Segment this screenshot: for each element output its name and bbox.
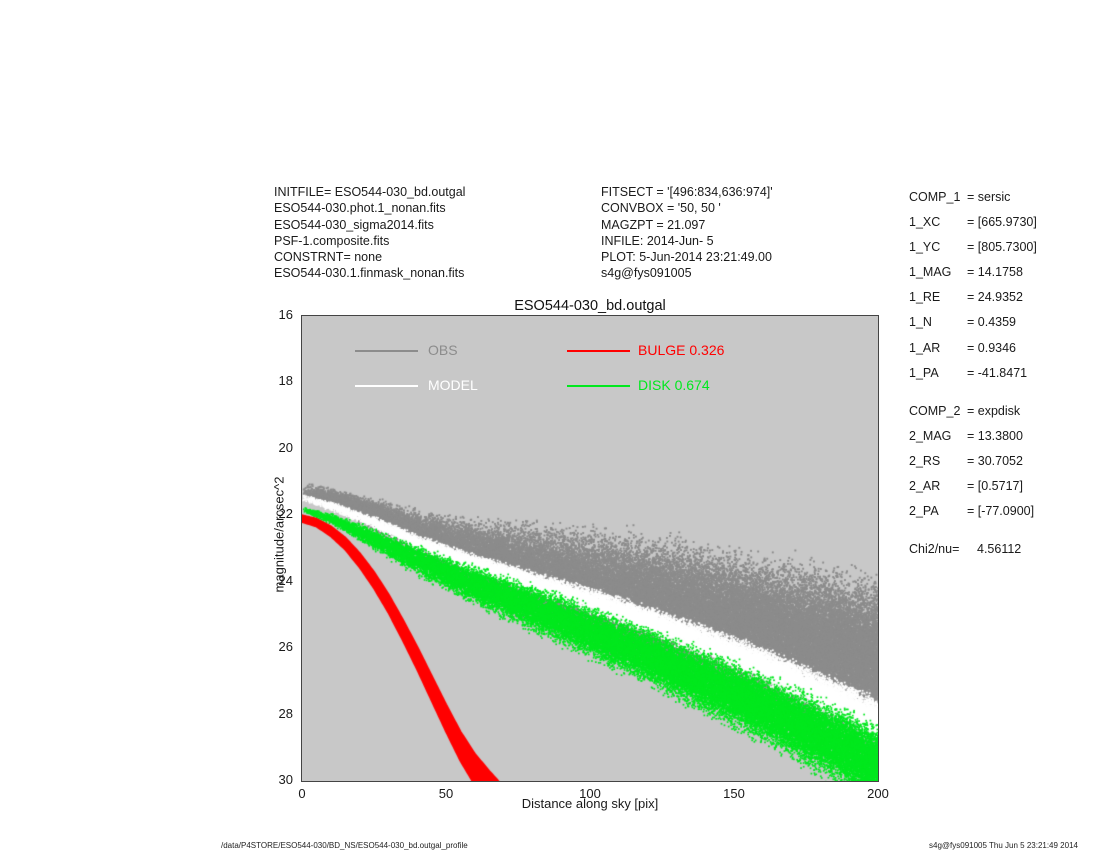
header-line: FITSECT = '[496:834,636:974]' — [601, 185, 773, 199]
param-group-spacer — [909, 391, 1037, 404]
param-key: Chi2/nu= — [909, 542, 960, 557]
footer-timestamp: s4g@fys091005 Thu Jun 5 23:21:49 2014 — [929, 841, 1078, 850]
param-value: = 0.9346 — [967, 340, 1017, 355]
y-tick-label: 18 — [278, 373, 293, 389]
x-tick-label: 200 — [867, 786, 889, 801]
header-line: CONSTRNT= none — [274, 250, 383, 265]
param-row-2-ar: 2_AR = [0.5717] — [909, 479, 1037, 504]
param-key: 2_RS — [909, 453, 941, 468]
param-value: = 30.7052 — [967, 453, 1023, 468]
param-row-comp2: COMP_2 = expdisk — [909, 404, 1037, 429]
param-key: 1_YC — [909, 240, 941, 255]
param-key: 1_N — [909, 315, 932, 330]
param-row-1-xc: 1_XC = [665.9730] — [909, 215, 1037, 240]
param-row-2-mag: 2_MAG = 13.3800 — [909, 429, 1037, 454]
header-line: CONVBOX = '50, 50 ' — [601, 201, 721, 216]
x-tick-label: 100 — [579, 786, 601, 801]
x-tick-label: 0 — [298, 786, 306, 801]
param-row-2-rs: 2_RS = 30.7052 — [909, 454, 1037, 479]
param-key: 2_PA — [909, 504, 939, 519]
legend-label-bulge: BULGE 0.326 — [638, 342, 725, 358]
param-row-1-yc: 1_YC = [805.7300] — [909, 240, 1037, 265]
scatter-canvas — [302, 316, 878, 781]
param-key: COMP_2 — [909, 403, 961, 418]
legend-label-disk: DISK 0.674 — [638, 377, 710, 393]
param-value: = expdisk — [967, 403, 1021, 418]
param-value: 4.56112 — [977, 542, 1022, 557]
param-row-1-pa: 1_PA = -41.8471 — [909, 366, 1037, 391]
param-value: = [0.5717] — [967, 479, 1023, 494]
param-group-spacer — [909, 529, 1037, 542]
param-row-1-ar: 1_AR = 0.9346 — [909, 341, 1037, 366]
param-key: COMP_1 — [909, 190, 961, 204]
legend-label-obs: OBS — [428, 342, 458, 358]
y-tick-label: 26 — [278, 639, 293, 655]
header-left-column: INITFILE= ESO544-030_bd.outgal ESO544-03… — [274, 184, 465, 282]
param-value: = sersic — [967, 190, 1011, 204]
param-key: 1_RE — [909, 290, 941, 305]
y-tick-label: 28 — [278, 705, 293, 721]
legend-label-model: MODEL — [428, 377, 478, 393]
param-value: = 14.1758 — [967, 265, 1023, 280]
param-value: = [-77.0900] — [967, 504, 1035, 519]
param-value: = 24.9352 — [967, 290, 1023, 305]
param-key: 2_AR — [909, 479, 941, 494]
header-line: INITFILE= ESO544-030_bd.outgal — [274, 185, 466, 199]
param-value: = -41.8471 — [967, 365, 1028, 380]
legend-swatch-bulge — [567, 350, 630, 352]
header-line: ESO544-030_sigma2014.fits — [274, 217, 434, 232]
param-value: = 13.3800 — [967, 428, 1023, 443]
header-line: ESO544-030.phot.1_nonan.fits — [274, 201, 446, 216]
header-line: PLOT: 5-Jun-2014 23:21:49.00 — [601, 250, 772, 265]
fit-parameter-panel: COMP_1 = sersic 1_XC = [665.9730] 1_YC = [8… — [909, 190, 1037, 567]
header-line: PSF-1.composite.fits — [274, 233, 390, 248]
y-tick-label: 24 — [278, 572, 293, 588]
legend-swatch-model — [355, 385, 418, 387]
y-tick-label: 20 — [278, 439, 293, 455]
param-value: = [805.7300] — [967, 240, 1037, 255]
plot-frame — [301, 315, 879, 782]
header-line: s4g@fys091005 — [601, 266, 692, 281]
header-line: MAGZPT = 21.097 — [601, 217, 706, 232]
param-key: 1_XC — [909, 215, 941, 230]
param-row-2-pa: 2_PA = [-77.0900] — [909, 504, 1037, 529]
param-key: 2_MAG — [909, 428, 952, 443]
footer-path: /data/P4STORE/ESO544-030/BD_NS/ESO544-03… — [221, 841, 468, 850]
header-mid-column: FITSECT = '[496:834,636:974]' CONVBOX = … — [601, 184, 773, 282]
legend-swatch-disk — [567, 385, 630, 387]
param-key: 1_PA — [909, 365, 939, 380]
y-tick-label: 30 — [278, 772, 293, 787]
x-tick-label: 150 — [723, 786, 745, 801]
header-line: ESO544-030.1.finmask_nonan.fits — [274, 266, 465, 281]
param-key: 1_AR — [909, 340, 941, 355]
x-axis-label: Distance along sky [pix] — [521, 796, 659, 811]
header-line: INFILE: 2014-Jun- 5 — [601, 233, 714, 248]
param-row-comp1: COMP_1 = sersic — [909, 190, 1037, 215]
param-row-1-re: 1_RE = 24.9352 — [909, 290, 1037, 315]
param-row-1-mag: 1_MAG = 14.1758 — [909, 265, 1037, 290]
param-row-1-n: 1_N = 0.4359 — [909, 315, 1037, 340]
y-tick-label: 16 — [278, 307, 293, 322]
y-tick-label: 22 — [278, 506, 293, 522]
legend-swatch-obs — [355, 350, 418, 352]
plot-title: ESO544-030_bd.outgal — [514, 298, 666, 314]
param-row-chi2: Chi2/nu= 4.56112 — [909, 542, 1037, 567]
x-tick-label: 50 — [438, 786, 454, 801]
param-value: = 0.4359 — [967, 315, 1017, 330]
y-axis-label: magnitude/arcsec^2 — [271, 476, 287, 593]
param-value: = [665.9730] — [967, 215, 1037, 230]
param-key: 1_MAG — [909, 265, 952, 280]
